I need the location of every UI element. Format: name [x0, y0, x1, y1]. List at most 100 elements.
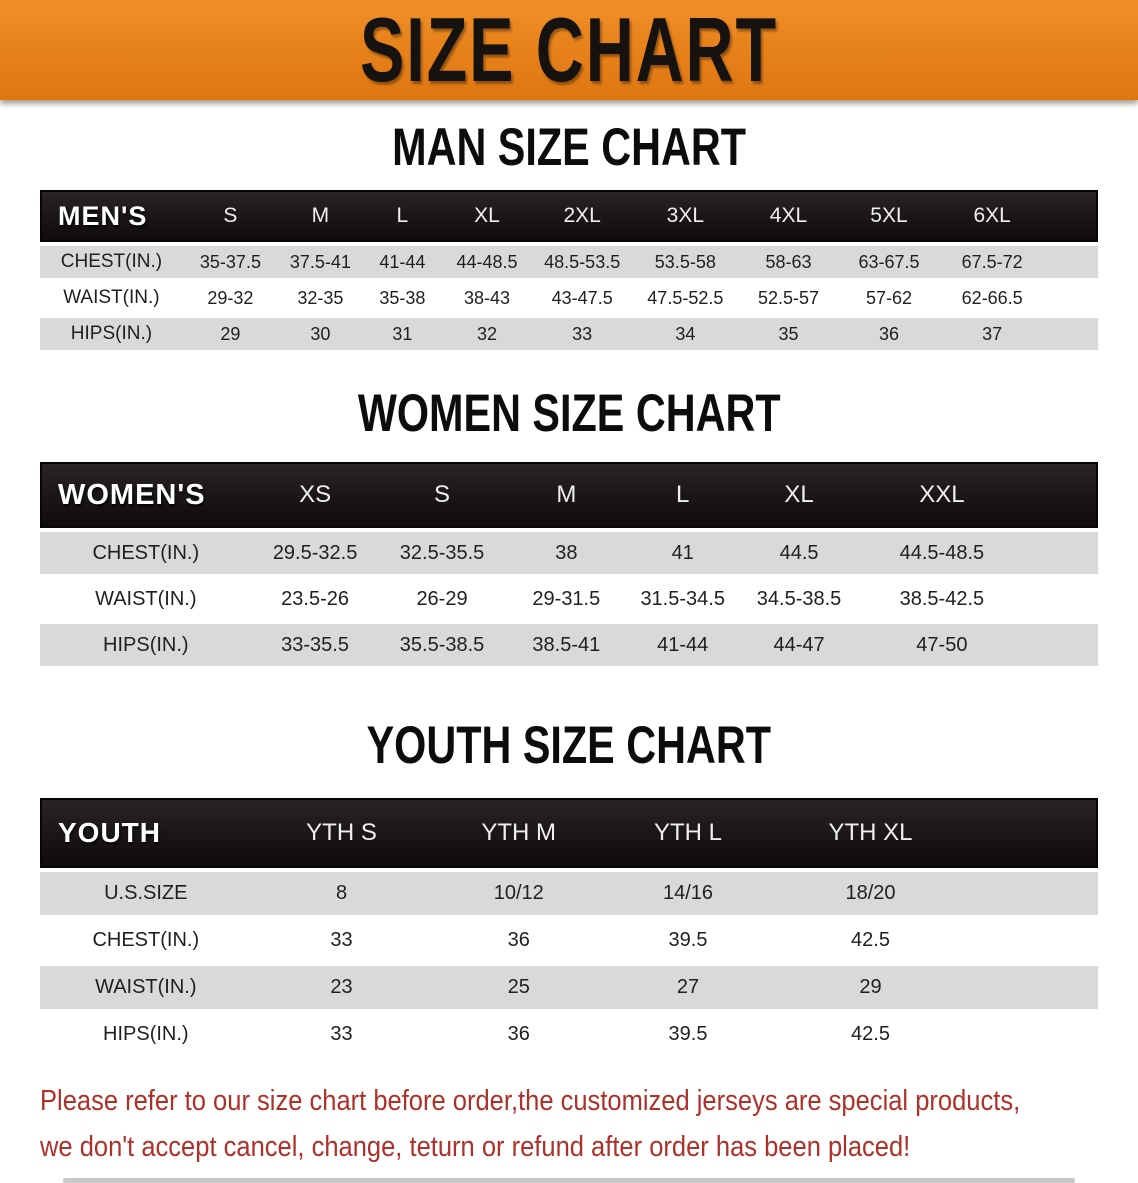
size-value-cell: 34.5-38.5 [756, 587, 842, 610]
disclaimer-line-1: Please refer to our size chart before or… [40, 1085, 1021, 1117]
size-value-cell: 32-35 [297, 287, 344, 308]
row-label: HIPS(IN.) [103, 633, 189, 656]
table-row: U.S.SIZE 8 10/12 14/16 18/20 [40, 872, 1098, 915]
size-value-cell: 10/12 [493, 882, 544, 904]
banner-title: SIZE CHART [360, 0, 778, 101]
size-value-cell: 47.5-52.5 [647, 287, 724, 308]
row-filler [971, 919, 1098, 962]
column-header: XL [442, 190, 532, 242]
section-heading-women-text: WOMEN SIZE CHART [357, 382, 781, 443]
size-value-cell: 42.5 [851, 929, 890, 951]
header-filler [971, 798, 1098, 868]
size-value-cell: 67.5-72 [961, 251, 1023, 272]
size-value-cell: 25 [507, 976, 530, 998]
men-corner-label: MEN'S [40, 190, 183, 242]
disclaimer-line-2: we don't accept cancel, change, teturn o… [40, 1131, 911, 1163]
row-label: WAIST(IN.) [95, 587, 197, 610]
row-label: CHEST(IN.) [92, 929, 200, 951]
column-header: XXL [859, 462, 1024, 528]
column-header: 2XL [531, 190, 633, 242]
row-label: HIPS(IN.) [70, 323, 153, 344]
size-value-cell: 32.5-35.5 [399, 541, 485, 564]
column-header: 3XL [632, 190, 739, 242]
row-label: CHEST(IN.) [60, 251, 163, 272]
size-value-cell: 33-35.5 [281, 633, 349, 656]
size-value-cell: 37 [982, 323, 1003, 344]
size-value-cell: 35-38 [379, 287, 426, 308]
size-value-cell: 35.5-38.5 [399, 633, 485, 656]
size-value-cell: 14/16 [662, 882, 714, 904]
size-value-cell: 31.5-34.5 [640, 587, 725, 610]
size-value-cell: 32 [476, 323, 497, 344]
size-value-cell: 47-50 [916, 633, 968, 656]
size-value-cell: 53.5-58 [654, 251, 716, 272]
table-row: CHEST(IN.) 35-37.5 37.5-41 41-44 44-48.5 48.5… [40, 246, 1098, 278]
section-heading-youth-text: YOUTH SIZE CHART [366, 714, 772, 775]
size-chart-banner: SIZE CHART [0, 0, 1138, 101]
size-value-cell: 39.5 [668, 1023, 708, 1045]
column-header: S [378, 462, 506, 528]
size-value-cell: 33 [330, 1023, 353, 1045]
size-value-cell: 29.5-32.5 [272, 541, 358, 564]
column-header: 5XL [838, 190, 940, 242]
column-header: S [182, 190, 279, 242]
row-filler [971, 872, 1098, 915]
size-value-cell: 33 [330, 929, 353, 951]
table-row: HIPS(IN.) 33-35.5 35.5-38.5 38.5-41 41-44 44-… [40, 624, 1098, 666]
size-value-cell: 35 [778, 323, 799, 344]
size-value-cell: 23 [330, 976, 353, 998]
row-filler [1024, 624, 1098, 666]
size-value-cell: 8 [335, 882, 348, 904]
women-corner-label: WOMEN'S [40, 462, 252, 528]
men-header-row: MEN'S S M L XL 2XL 3XL 4XL 5XL 6XL [40, 190, 1098, 242]
column-header: L [362, 190, 443, 242]
size-value-cell: 38-43 [463, 287, 510, 308]
size-value-cell: 57-62 [865, 287, 912, 308]
size-value-cell: 58-63 [765, 251, 812, 272]
size-value-cell: 26-29 [416, 587, 468, 610]
row-label: CHEST(IN.) [92, 541, 200, 564]
column-header: L [627, 462, 739, 528]
disclaimer: Please refer to our size chart before or… [40, 1078, 1138, 1170]
size-value-cell: 30 [310, 323, 331, 344]
size-value-cell: 38 [555, 541, 578, 564]
row-label: HIPS(IN.) [103, 1023, 189, 1045]
row-filler [971, 1013, 1098, 1056]
size-value-cell: 44-47 [773, 633, 825, 656]
size-value-cell: 62-66.5 [961, 287, 1023, 308]
row-filler [1045, 282, 1098, 314]
table-row: WAIST(IN.) 29-32 32-35 35-38 38-43 43-47.5 47.… [40, 282, 1098, 314]
column-header: M [505, 462, 628, 528]
size-value-cell: 36 [878, 323, 899, 344]
size-value-cell: 41 [671, 541, 694, 564]
row-filler [971, 966, 1098, 1009]
row-filler [1024, 578, 1098, 620]
size-value-cell: 38.5-41 [532, 633, 601, 656]
column-header: 4XL [738, 190, 839, 242]
youth-corner-label: YOUTH [40, 798, 252, 868]
row-filler [1024, 532, 1098, 574]
section-heading-man: MAN SIZE CHART [0, 116, 1138, 177]
size-value-cell: 42.5 [851, 1023, 890, 1045]
header-filler [1045, 190, 1098, 242]
section-heading-youth: YOUTH SIZE CHART [0, 714, 1138, 775]
size-value-cell: 33 [572, 323, 593, 344]
column-header: YTH XL [770, 798, 972, 868]
header-filler [1023, 462, 1098, 528]
table-row: HIPS(IN.) 29 30 31 32 33 34 35 36 37 [40, 318, 1098, 350]
size-value-cell: 48.5-53.5 [544, 251, 621, 272]
table-row: HIPS(IN.) 33 36 39.5 42.5 [40, 1013, 1098, 1056]
column-header: YTH S [251, 798, 432, 868]
row-filler [1045, 246, 1098, 278]
size-value-cell: 35-37.5 [199, 251, 261, 272]
men-size-table: MEN'S S M L XL 2XL 3XL 4XL 5XL 6XL CHEST(IN.) 35-… [40, 186, 1098, 354]
section-heading-women: WOMEN SIZE CHART [0, 382, 1138, 443]
section-heading-man-text: MAN SIZE CHART [392, 116, 746, 177]
bottom-shadow-strip [63, 1178, 1075, 1183]
column-header: XS [251, 462, 379, 528]
size-value-cell: 23.5-26 [281, 587, 349, 610]
row-label: WAIST(IN.) [63, 287, 160, 308]
size-value-cell: 41-44 [657, 633, 709, 656]
row-filler [1045, 318, 1098, 350]
size-value-cell: 43-47.5 [551, 287, 613, 308]
